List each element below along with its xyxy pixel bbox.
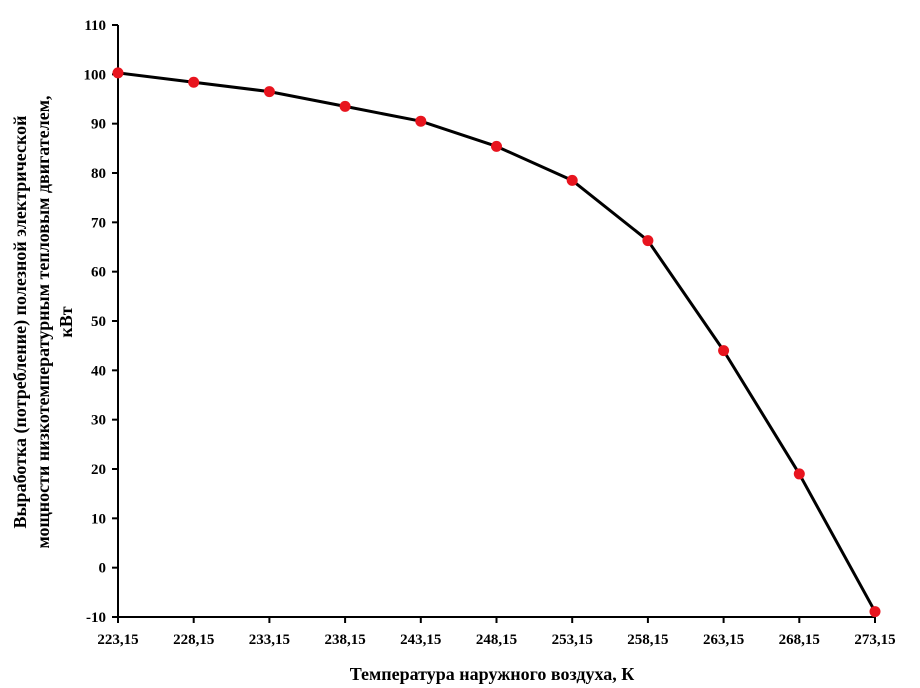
- x-tick-label: 273,15: [854, 632, 895, 648]
- data-point: [491, 140, 502, 152]
- y-tick-label: -10: [86, 610, 106, 626]
- x-ticks: 223,15 228,15 233,15 238,15 243,15 248,15 253,…: [97, 617, 896, 648]
- axes: [117, 25, 875, 618]
- data-point: [339, 100, 351, 112]
- data-point: [112, 67, 124, 79]
- data-point: [263, 86, 275, 98]
- y-tick-label: 30: [91, 413, 106, 429]
- x-tick-label: 233,15: [249, 632, 290, 648]
- data-point: [566, 174, 578, 186]
- data-point: [415, 115, 427, 127]
- x-tick-label: 268,15: [779, 632, 820, 648]
- data-point: [718, 345, 730, 357]
- y-axis-title: Выработка (потребление) полезной электри…: [10, 96, 76, 549]
- y-tick-label: 100: [84, 67, 107, 83]
- y-tick-label: 70: [91, 215, 106, 231]
- y-tick-label: 80: [91, 166, 106, 182]
- x-tick-label: 223,15: [97, 632, 138, 648]
- y-tick-label: 50: [91, 314, 106, 330]
- x-tick-label: 253,15: [552, 632, 593, 648]
- y-axis-title-line-3: кВт: [56, 306, 76, 337]
- data-point: [188, 76, 200, 88]
- x-tick-label: 228,15: [173, 632, 214, 648]
- data-point: [642, 235, 654, 247]
- x-tick-label: 258,15: [627, 632, 668, 648]
- x-axis-title: Температура наружного воздуха, К: [350, 664, 635, 684]
- y-ticks: -10 0 10 20 30 40 50 60 70 80 90 100 110: [84, 18, 118, 626]
- y-axis-title-line-1: Выработка (потребление) полезной электри…: [10, 116, 31, 529]
- y-tick-label: 40: [91, 363, 106, 379]
- x-tick-label: 248,15: [476, 632, 517, 648]
- y-tick-label: 90: [91, 117, 106, 133]
- y-tick-label: 60: [91, 265, 106, 281]
- data-point: [869, 606, 881, 618]
- data-point: [793, 468, 805, 480]
- y-tick-label: 10: [91, 511, 106, 527]
- x-tick-label: 263,15: [703, 632, 744, 648]
- series-layer: [112, 67, 881, 618]
- y-tick-label: 110: [84, 18, 106, 34]
- series-line: [117, 71, 877, 613]
- x-tick-label: 243,15: [400, 632, 441, 648]
- y-tick-label: 20: [91, 462, 106, 478]
- y-tick-label: 0: [99, 561, 107, 577]
- x-tick-label: 238,15: [324, 632, 365, 648]
- y-axis-title-line-2: мощности низкотемпературным тепловым дви…: [33, 96, 53, 549]
